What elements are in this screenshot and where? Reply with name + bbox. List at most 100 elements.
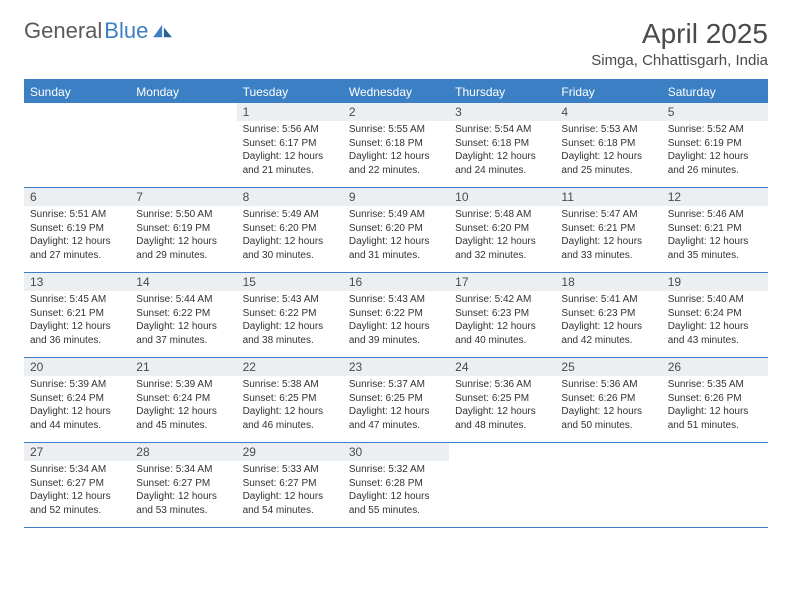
day-data: Sunrise: 5:56 AMSunset: 6:17 PMDaylight:…	[237, 121, 343, 183]
calendar-cell: 14Sunrise: 5:44 AMSunset: 6:22 PMDayligh…	[130, 273, 236, 357]
day-number: 16	[343, 273, 449, 291]
day-data: Sunrise: 5:44 AMSunset: 6:22 PMDaylight:…	[130, 291, 236, 353]
calendar-cell: 29Sunrise: 5:33 AMSunset: 6:27 PMDayligh…	[237, 443, 343, 527]
calendar-cell: 19Sunrise: 5:40 AMSunset: 6:24 PMDayligh…	[662, 273, 768, 357]
day-number-row: 6	[24, 188, 130, 206]
day-number: 25	[555, 358, 661, 376]
day-data: Sunrise: 5:52 AMSunset: 6:19 PMDaylight:…	[662, 121, 768, 183]
calendar-cell: 13Sunrise: 5:45 AMSunset: 6:21 PMDayligh…	[24, 273, 130, 357]
calendar-cell	[24, 103, 130, 187]
day-number-row: 9	[343, 188, 449, 206]
day-data: Sunrise: 5:33 AMSunset: 6:27 PMDaylight:…	[237, 461, 343, 523]
header: General Blue April 2025 Simga, Chhattisg…	[24, 18, 768, 69]
brand-sail-icon	[152, 23, 174, 39]
day-number-row: 4	[555, 103, 661, 121]
day-data: Sunrise: 5:49 AMSunset: 6:20 PMDaylight:…	[343, 206, 449, 268]
calendar-cell: 25Sunrise: 5:36 AMSunset: 6:26 PMDayligh…	[555, 358, 661, 442]
day-data: Sunrise: 5:54 AMSunset: 6:18 PMDaylight:…	[449, 121, 555, 183]
day-number-row: 3	[449, 103, 555, 121]
day-header-wednesday: Wednesday	[343, 81, 449, 103]
brand-logo: General Blue	[24, 18, 174, 44]
day-data: Sunrise: 5:48 AMSunset: 6:20 PMDaylight:…	[449, 206, 555, 268]
calendar-week: 1Sunrise: 5:56 AMSunset: 6:17 PMDaylight…	[24, 103, 768, 188]
calendar-cell: 4Sunrise: 5:53 AMSunset: 6:18 PMDaylight…	[555, 103, 661, 187]
calendar-cell: 2Sunrise: 5:55 AMSunset: 6:18 PMDaylight…	[343, 103, 449, 187]
day-data: Sunrise: 5:43 AMSunset: 6:22 PMDaylight:…	[343, 291, 449, 353]
day-data: Sunrise: 5:35 AMSunset: 6:26 PMDaylight:…	[662, 376, 768, 438]
calendar-cell: 12Sunrise: 5:46 AMSunset: 6:21 PMDayligh…	[662, 188, 768, 272]
day-data: Sunrise: 5:38 AMSunset: 6:25 PMDaylight:…	[237, 376, 343, 438]
day-number: 23	[343, 358, 449, 376]
day-number: 5	[662, 103, 768, 121]
location-subtitle: Simga, Chhattisgarh, India	[591, 52, 768, 69]
day-number-row: 30	[343, 443, 449, 461]
day-number-row: 18	[555, 273, 661, 291]
calendar-header-row: Sunday Monday Tuesday Wednesday Thursday…	[24, 81, 768, 103]
calendar-cell: 20Sunrise: 5:39 AMSunset: 6:24 PMDayligh…	[24, 358, 130, 442]
day-data: Sunrise: 5:43 AMSunset: 6:22 PMDaylight:…	[237, 291, 343, 353]
day-number: 18	[555, 273, 661, 291]
day-number-row: 12	[662, 188, 768, 206]
day-data: Sunrise: 5:41 AMSunset: 6:23 PMDaylight:…	[555, 291, 661, 353]
day-number-row: 11	[555, 188, 661, 206]
calendar-cell: 21Sunrise: 5:39 AMSunset: 6:24 PMDayligh…	[130, 358, 236, 442]
calendar-table: Sunday Monday Tuesday Wednesday Thursday…	[24, 79, 768, 528]
day-number: 29	[237, 443, 343, 461]
day-number-row: 1	[237, 103, 343, 121]
day-number: 19	[662, 273, 768, 291]
day-data: Sunrise: 5:53 AMSunset: 6:18 PMDaylight:…	[555, 121, 661, 183]
calendar-cell: 23Sunrise: 5:37 AMSunset: 6:25 PMDayligh…	[343, 358, 449, 442]
calendar-cell: 9Sunrise: 5:49 AMSunset: 6:20 PMDaylight…	[343, 188, 449, 272]
day-number-row: 2	[343, 103, 449, 121]
day-number-row: 7	[130, 188, 236, 206]
day-number: 17	[449, 273, 555, 291]
day-header-saturday: Saturday	[662, 81, 768, 103]
calendar-cell: 17Sunrise: 5:42 AMSunset: 6:23 PMDayligh…	[449, 273, 555, 357]
calendar-week: 20Sunrise: 5:39 AMSunset: 6:24 PMDayligh…	[24, 358, 768, 443]
day-header-thursday: Thursday	[449, 81, 555, 103]
day-number: 13	[24, 273, 130, 291]
title-block: April 2025 Simga, Chhattisgarh, India	[591, 18, 768, 69]
day-data: Sunrise: 5:40 AMSunset: 6:24 PMDaylight:…	[662, 291, 768, 353]
day-number-row: 17	[449, 273, 555, 291]
calendar-cell: 30Sunrise: 5:32 AMSunset: 6:28 PMDayligh…	[343, 443, 449, 527]
day-number: 21	[130, 358, 236, 376]
day-number: 7	[130, 188, 236, 206]
day-number-row: 22	[237, 358, 343, 376]
day-data: Sunrise: 5:55 AMSunset: 6:18 PMDaylight:…	[343, 121, 449, 183]
day-number-row: 21	[130, 358, 236, 376]
day-number: 14	[130, 273, 236, 291]
calendar-cell: 15Sunrise: 5:43 AMSunset: 6:22 PMDayligh…	[237, 273, 343, 357]
day-data: Sunrise: 5:42 AMSunset: 6:23 PMDaylight:…	[449, 291, 555, 353]
day-number: 26	[662, 358, 768, 376]
day-data: Sunrise: 5:46 AMSunset: 6:21 PMDaylight:…	[662, 206, 768, 268]
calendar-cell: 5Sunrise: 5:52 AMSunset: 6:19 PMDaylight…	[662, 103, 768, 187]
day-number-row: 23	[343, 358, 449, 376]
calendar-cell: 8Sunrise: 5:49 AMSunset: 6:20 PMDaylight…	[237, 188, 343, 272]
day-number-row: 28	[130, 443, 236, 461]
day-number: 27	[24, 443, 130, 461]
calendar-week: 13Sunrise: 5:45 AMSunset: 6:21 PMDayligh…	[24, 273, 768, 358]
calendar-cell: 3Sunrise: 5:54 AMSunset: 6:18 PMDaylight…	[449, 103, 555, 187]
calendar-week: 6Sunrise: 5:51 AMSunset: 6:19 PMDaylight…	[24, 188, 768, 273]
day-number-row: 26	[662, 358, 768, 376]
calendar-cell: 6Sunrise: 5:51 AMSunset: 6:19 PMDaylight…	[24, 188, 130, 272]
day-header-tuesday: Tuesday	[237, 81, 343, 103]
calendar-cell: 27Sunrise: 5:34 AMSunset: 6:27 PMDayligh…	[24, 443, 130, 527]
day-number: 20	[24, 358, 130, 376]
calendar-cell: 18Sunrise: 5:41 AMSunset: 6:23 PMDayligh…	[555, 273, 661, 357]
day-number-row: 15	[237, 273, 343, 291]
day-number: 9	[343, 188, 449, 206]
day-data: Sunrise: 5:34 AMSunset: 6:27 PMDaylight:…	[130, 461, 236, 523]
day-data: Sunrise: 5:32 AMSunset: 6:28 PMDaylight:…	[343, 461, 449, 523]
day-number-row: 25	[555, 358, 661, 376]
calendar-cell: 24Sunrise: 5:36 AMSunset: 6:25 PMDayligh…	[449, 358, 555, 442]
calendar-cell	[130, 103, 236, 187]
day-number: 24	[449, 358, 555, 376]
calendar-body: 1Sunrise: 5:56 AMSunset: 6:17 PMDaylight…	[24, 103, 768, 528]
calendar-week: 27Sunrise: 5:34 AMSunset: 6:27 PMDayligh…	[24, 443, 768, 528]
day-number: 28	[130, 443, 236, 461]
day-number: 30	[343, 443, 449, 461]
day-data: Sunrise: 5:36 AMSunset: 6:26 PMDaylight:…	[555, 376, 661, 438]
day-number: 8	[237, 188, 343, 206]
